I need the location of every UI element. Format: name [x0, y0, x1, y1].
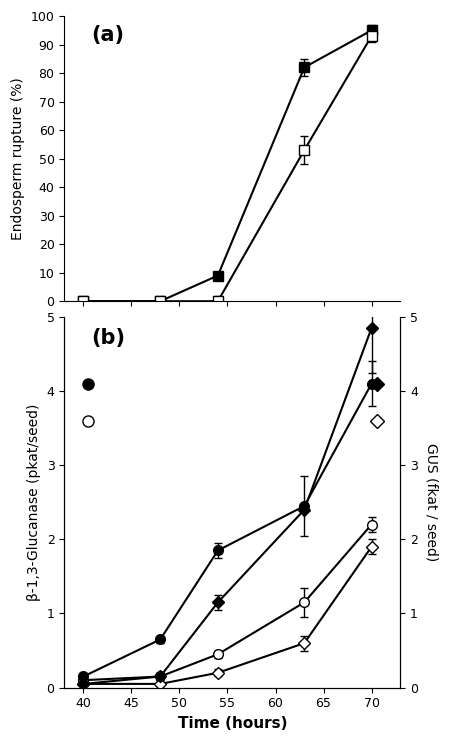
Y-axis label: β-1,3-Glucanase (pkat/seed): β-1,3-Glucanase (pkat/seed)	[27, 404, 41, 601]
Text: (a): (a)	[91, 24, 124, 45]
Text: (b): (b)	[91, 328, 125, 348]
X-axis label: Time (hours): Time (hours)	[178, 716, 287, 731]
Y-axis label: GUS (fkat / seed): GUS (fkat / seed)	[425, 443, 439, 562]
Y-axis label: Endosperm rupture (%): Endosperm rupture (%)	[11, 77, 25, 240]
